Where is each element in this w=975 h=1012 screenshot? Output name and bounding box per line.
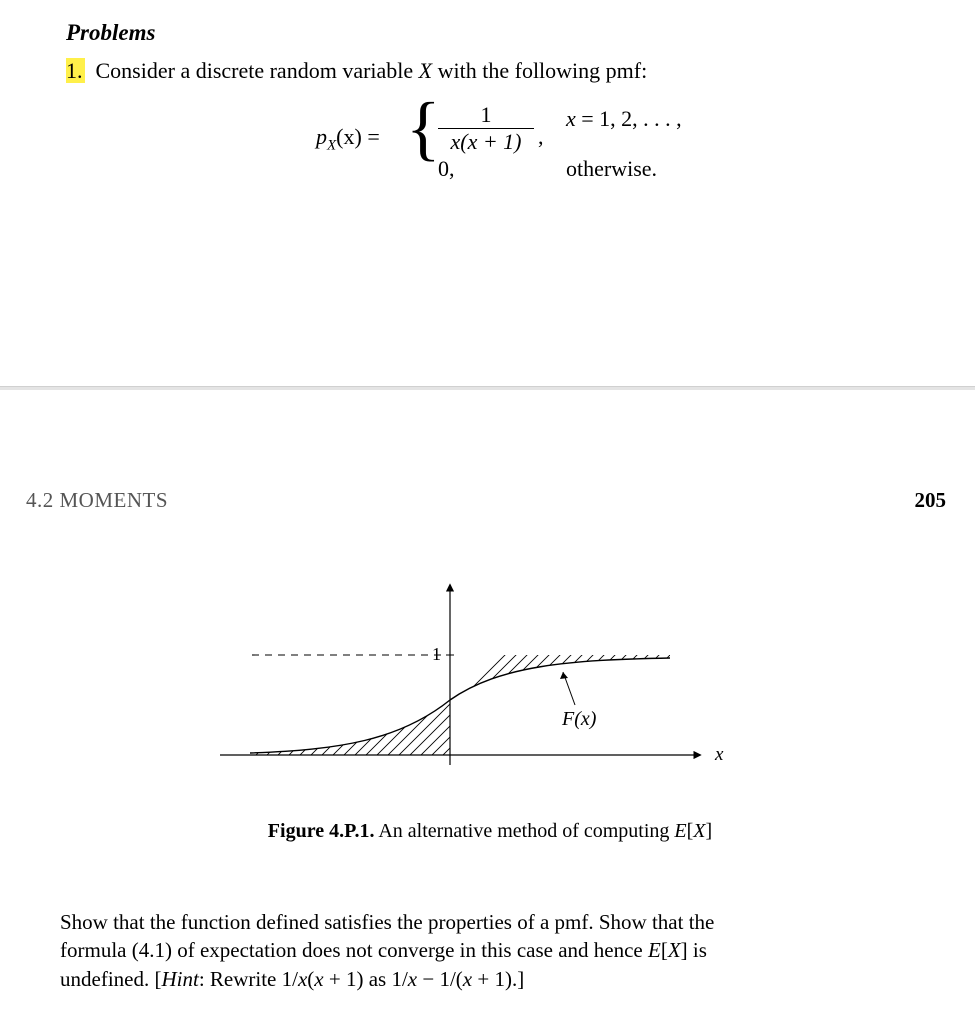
pmf-lhs-rest: (x) = [336, 124, 380, 149]
section-label: 4.2 MOMENTS [26, 488, 168, 513]
bt-3g: x [408, 967, 417, 991]
pmf-case1-var: x [566, 106, 576, 131]
pmf-frac-num: 1 [438, 102, 534, 128]
bt-3c: x [298, 967, 307, 991]
problem-intro-a: Consider a discrete random variable [96, 58, 419, 83]
pmf-frac-den: x(x + 1) [438, 129, 534, 155]
page-separator [0, 386, 975, 390]
bt-2a: formula (4.1) of expectation does not co… [60, 938, 648, 962]
figure-4-p-1: 1 F(x) x [200, 570, 760, 790]
fig-label-Fx: F(x) [561, 708, 597, 730]
page: Problems 1. Consider a discrete random v… [0, 0, 975, 1012]
pmf-comma: , [538, 124, 544, 150]
pmf-sub-X: X [327, 137, 336, 153]
fig-label-one: 1 [432, 644, 441, 664]
pmf-brace: { [406, 92, 441, 164]
pmf-case1: x = 1, 2, . . . , [566, 106, 682, 132]
problem-block: Problems 1. Consider a discrete random v… [66, 20, 896, 200]
bt-3h: − 1/( [417, 967, 463, 991]
bt-3a: undefined. [ [60, 967, 161, 991]
pmf-fraction: 1 x(x + 1) [438, 102, 534, 155]
pmf-lhs: pX(x) = [316, 124, 380, 154]
figure-caption-rest: An alternative method of computing [374, 820, 674, 842]
problems-heading: Problems [66, 20, 896, 46]
figure-caption-E: E [674, 820, 686, 842]
bt-hint: Hint [161, 967, 198, 991]
bt-3e: x [314, 967, 323, 991]
figure-caption: Figure 4.P.1. An alternative method of c… [170, 820, 810, 843]
bt-br: [X] [661, 938, 688, 962]
bt-1: Show that the function defined satisfies… [60, 910, 714, 934]
bt-3j: + 1).] [472, 967, 524, 991]
fig-label-x: x [714, 744, 724, 765]
problem-var-X: X [419, 58, 432, 83]
bt-E: E [648, 938, 661, 962]
pmf-zero: 0, [438, 156, 455, 182]
pmf-case2: otherwise. [566, 156, 657, 182]
figure-caption-lead: Figure 4.P.1. [268, 820, 375, 842]
pmf-p: p [316, 124, 327, 149]
problem-number-highlight: 1. [66, 58, 85, 83]
bt-3i: x [463, 967, 472, 991]
running-header: 4.2 MOMENTS 205 [26, 488, 946, 513]
pmf-definition: pX(x) = { 1 x(x + 1) , x = 1, 2, . . . ,… [316, 100, 896, 200]
problem-1-text: 1. Consider a discrete random variable X… [66, 56, 896, 86]
figure-caption-bracket: [X] [687, 820, 713, 842]
bt-3f: + 1) as 1/ [324, 967, 408, 991]
bt-3b: : Rewrite 1/ [199, 967, 298, 991]
problem-intro-b: with the following pmf: [432, 58, 647, 83]
page-number: 205 [915, 488, 947, 513]
bt-2b: is [688, 938, 707, 962]
problem-text-continued: Show that the function defined satisfies… [60, 908, 940, 993]
pmf-case1-text: = 1, 2, . . . , [576, 106, 682, 131]
